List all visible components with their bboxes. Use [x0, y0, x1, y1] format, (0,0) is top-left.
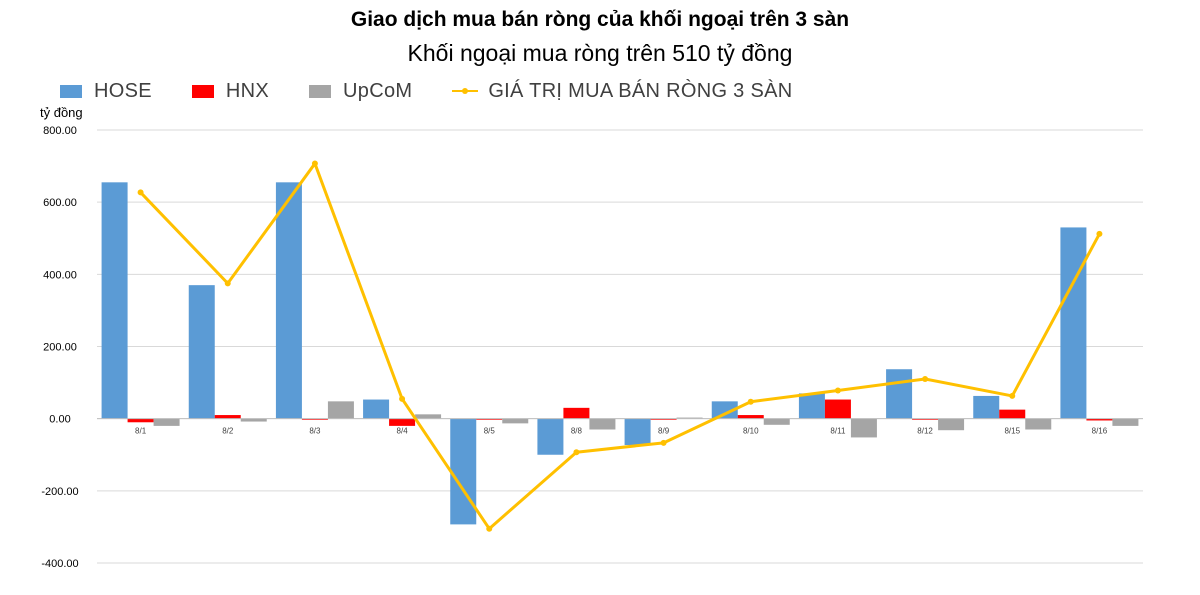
x-tick-label: 8/11 [830, 427, 846, 436]
bar-hose [973, 395, 1000, 419]
bar-hnx [563, 407, 590, 419]
bar-hose [886, 369, 913, 419]
line-total-point [834, 387, 841, 394]
bar-upcom [153, 418, 180, 426]
bar-upcom [589, 418, 616, 430]
line-total-point [747, 398, 754, 405]
legend-label-total: GIÁ TRỊ MUA BÁN RÒNG 3 SÀN [488, 79, 793, 102]
bar-hnx [912, 418, 939, 420]
legend-label-hose: HOSE [94, 79, 152, 102]
legend-item-upcom: UpCoM [309, 80, 412, 103]
legend-swatch-upcom [309, 84, 332, 98]
x-tick-label: 8/10 [743, 427, 759, 436]
y-tick-label: 600.00 [43, 197, 77, 209]
line-total-point [137, 189, 144, 196]
x-tick-label: 8/2 [222, 427, 234, 436]
line-total-point [1096, 230, 1103, 237]
bar-upcom [676, 417, 703, 419]
bar-hnx [301, 418, 328, 420]
y-tick-label: 200.00 [43, 342, 77, 354]
legend-swatch-total [452, 84, 479, 98]
y-tick-label: 800.00 [43, 125, 77, 137]
x-tick-label: 8/3 [309, 427, 321, 436]
bar-upcom [415, 414, 442, 419]
bar-hose [537, 418, 564, 455]
bar-hose [711, 401, 738, 419]
bar-hose [188, 285, 215, 419]
bar-hnx [1086, 418, 1113, 421]
chart-title: Giao dịch mua bán ròng của khối ngoại tr… [350, 8, 850, 31]
line-total-point [311, 160, 318, 167]
legend-item-total: GIÁ TRỊ MUA BÁN RÒNG 3 SÀN [452, 80, 792, 103]
x-tick-label: 8/4 [397, 427, 409, 436]
y-tick-label: -200.00 [41, 486, 78, 498]
y-tick-label: 400.00 [43, 269, 77, 281]
x-tick-label: 8/9 [658, 427, 670, 436]
line-total-point [922, 375, 929, 382]
bar-upcom [502, 418, 529, 424]
bar-upcom [1112, 418, 1139, 426]
bar-upcom [938, 418, 965, 431]
bar-upcom [850, 418, 877, 438]
bar-hose [624, 418, 651, 446]
line-total-point [573, 449, 580, 456]
bar-hose [101, 182, 128, 419]
line-total-point [660, 439, 667, 446]
y-tick-label: -400.00 [41, 558, 78, 570]
bar-hose [1060, 227, 1087, 419]
x-tick-label: 8/8 [571, 427, 583, 436]
bar-upcom [1025, 418, 1052, 430]
chart-subtitle: Khối ngoại mua ròng trên 510 tỷ đồng [407, 40, 793, 66]
bar-hnx [127, 418, 154, 423]
bar-hnx [476, 418, 503, 420]
line-total-point [224, 280, 231, 287]
x-tick-label: 8/16 [1092, 427, 1108, 436]
bar-hose [450, 418, 477, 525]
line-total-point [399, 395, 406, 402]
x-tick-label: 8/15 [1004, 427, 1020, 436]
bar-upcom [327, 401, 354, 419]
bar-hnx [650, 418, 677, 420]
legend: HOSE HNX UpCoM GIÁ TRỊ MUA BÁN RÒNG 3 SÀ… [60, 78, 833, 104]
legend-item-hose: HOSE [60, 80, 152, 103]
bar-hose [798, 393, 825, 419]
bar-hnx [999, 409, 1026, 419]
bar-hnx [214, 415, 241, 419]
y-tick-label: 0.00 [49, 414, 70, 426]
line-total [139, 162, 1101, 531]
bar-hnx [737, 415, 764, 419]
bar-hnx [389, 418, 416, 426]
bar-hnx [824, 399, 851, 419]
legend-item-hnx: HNX [191, 79, 270, 103]
x-tick-label: 8/12 [917, 427, 933, 436]
x-tick-label: 8/1 [135, 427, 147, 436]
line-total-point [486, 525, 493, 532]
bar-upcom [763, 418, 790, 425]
x-tick-label: 8/5 [484, 427, 496, 436]
legend-label-upcom: UpCoM [343, 79, 413, 102]
legend-swatch-hose [60, 84, 82, 98]
bar-hose [275, 182, 302, 419]
bar-hose [363, 399, 390, 419]
y-axis-label: tỷ đồng [40, 105, 83, 120]
line-total-point [1009, 392, 1016, 399]
bar-upcom [240, 418, 267, 422]
legend-label-hnx: HNX [225, 79, 270, 102]
legend-swatch-hnx [191, 84, 214, 98]
